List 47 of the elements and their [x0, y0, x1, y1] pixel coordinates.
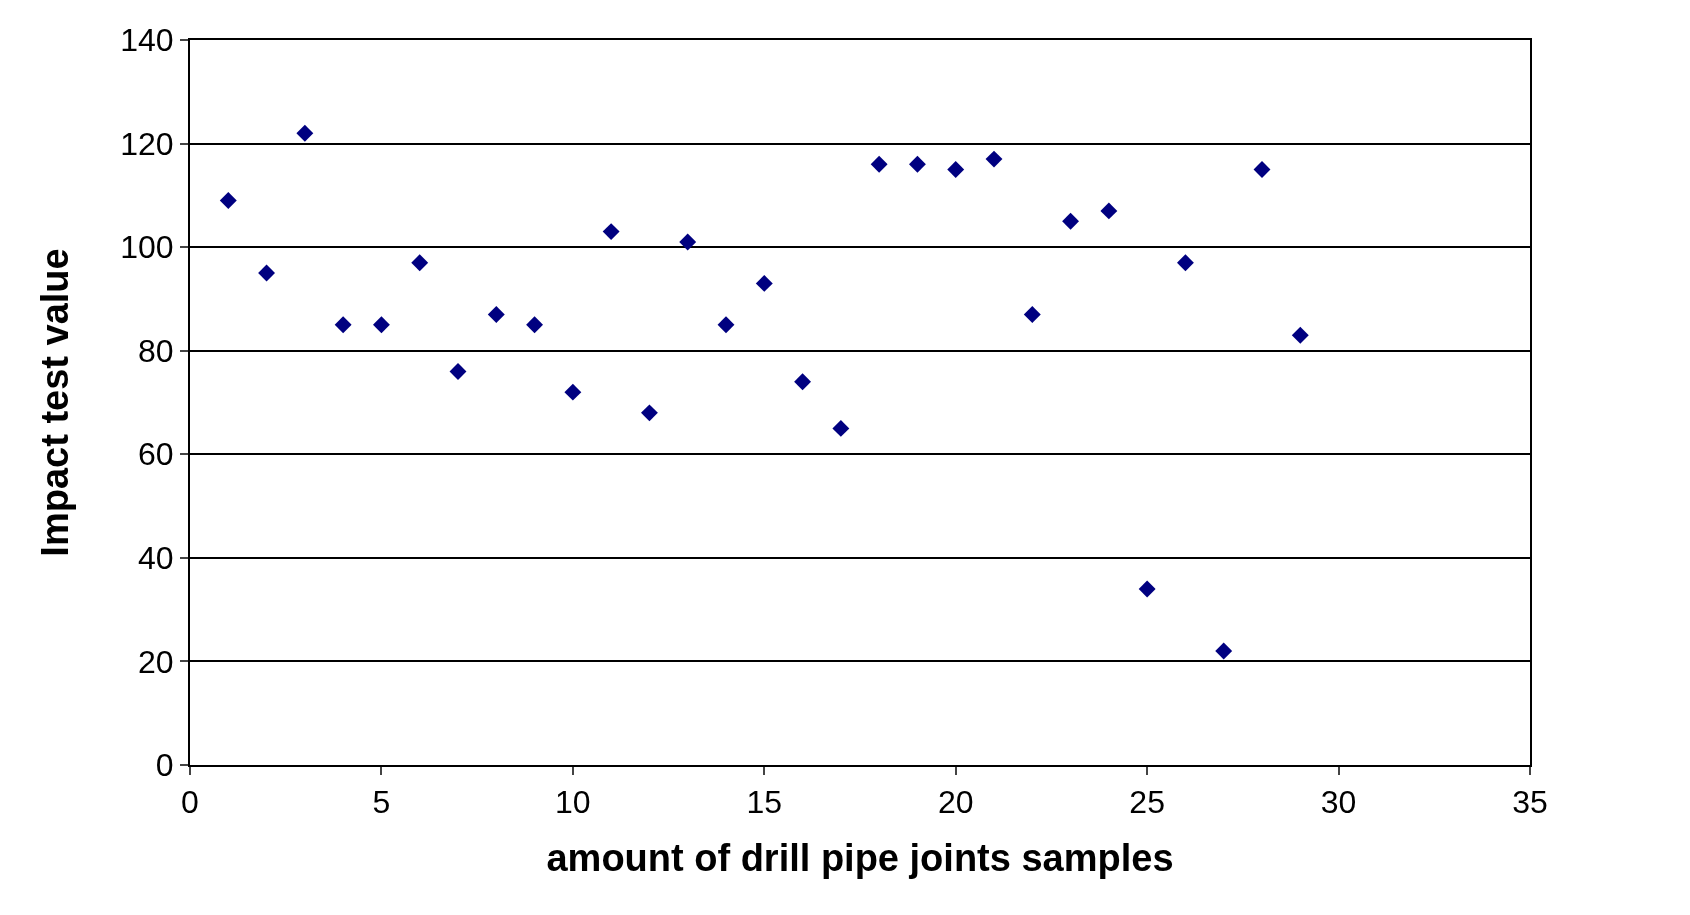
y-tick-label: 120 [120, 125, 174, 162]
x-tick-label: 35 [1512, 784, 1548, 821]
point [526, 316, 544, 334]
point [564, 383, 582, 401]
point [717, 316, 735, 334]
point [1291, 326, 1309, 344]
x-tick-label: 10 [555, 784, 591, 821]
point [870, 155, 888, 173]
point [1023, 306, 1041, 323]
y-tick-label: 0 [155, 747, 174, 784]
point [449, 362, 467, 380]
x-tick-label: 0 [181, 784, 199, 821]
point [755, 274, 773, 292]
y-tick-label: 20 [138, 643, 174, 680]
point [1253, 161, 1271, 178]
y-tick-label: 100 [120, 229, 174, 266]
x-tick-label: 15 [746, 784, 783, 821]
point [1138, 580, 1156, 598]
point [411, 254, 429, 272]
point [1215, 642, 1233, 660]
point [1062, 212, 1080, 230]
point [679, 233, 697, 251]
x-axis-title: amount of drill pipe joints samples [546, 837, 1174, 879]
point [985, 150, 1003, 168]
y-tick-label: 80 [138, 332, 174, 369]
point [602, 223, 620, 241]
point [832, 419, 850, 437]
point [640, 404, 658, 422]
y-tick-label: 40 [138, 540, 174, 577]
x-tick-label: 5 [372, 784, 391, 821]
point [258, 264, 276, 282]
point [219, 192, 237, 209]
y-axis-title: Impact test value [33, 248, 76, 557]
point [372, 316, 390, 334]
x-tick-label: 30 [1320, 784, 1357, 821]
point [334, 316, 352, 334]
point [1176, 254, 1194, 272]
y-tick-label: 60 [138, 436, 174, 473]
x-tick-label: 25 [1129, 784, 1165, 821]
x-tick-label: 20 [937, 784, 974, 821]
point [908, 155, 926, 173]
point [1100, 202, 1118, 220]
point [296, 124, 314, 142]
point [487, 306, 505, 323]
y-tick-label: 140 [120, 22, 174, 59]
point [794, 373, 812, 391]
point [947, 161, 965, 178]
